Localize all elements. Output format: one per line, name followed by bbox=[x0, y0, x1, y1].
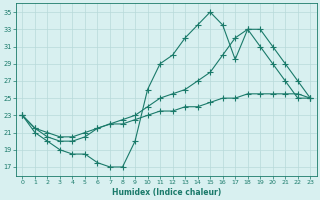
X-axis label: Humidex (Indice chaleur): Humidex (Indice chaleur) bbox=[112, 188, 221, 197]
